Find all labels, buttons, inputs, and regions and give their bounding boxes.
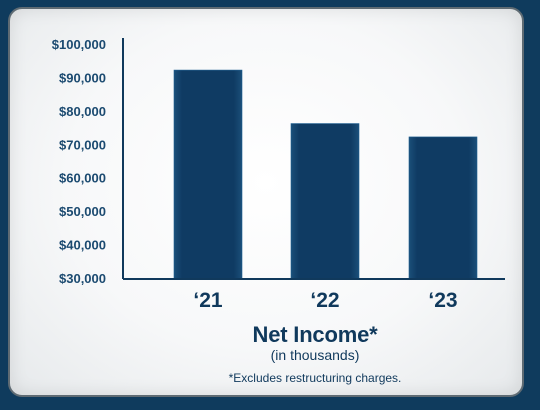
bar-1 — [290, 123, 360, 280]
chart-title: Net Income* — [252, 322, 378, 347]
bar-2 — [408, 136, 478, 280]
y-tick-labels: $100,000 $90,000 $80,000 $70,000 $60,000 $50,… — [52, 37, 106, 286]
x-tick-label: ‘21 — [193, 289, 223, 312]
y-tick-label: $30,000 — [59, 271, 106, 286]
y-tick-label: $90,000 — [59, 70, 106, 85]
y-tick-label: $40,000 — [59, 238, 106, 253]
x-tick-label: ‘22 — [310, 289, 339, 312]
y-tick-label: $80,000 — [59, 104, 106, 119]
bars-group — [173, 69, 478, 280]
x-tick-label: ‘23 — [428, 289, 457, 312]
x-tick-labels: ‘21 ‘22 ‘23 — [193, 289, 457, 312]
y-tick-label: $50,000 — [59, 204, 106, 219]
y-tick-label: $70,000 — [59, 137, 106, 152]
y-tick-label: $60,000 — [59, 171, 106, 186]
y-tick-label: $100,000 — [52, 37, 106, 52]
chart-subtitle: (in thousands) — [270, 347, 360, 363]
chart-footnote: *Excludes restructuring charges. — [228, 371, 402, 385]
bar-0 — [173, 69, 243, 280]
